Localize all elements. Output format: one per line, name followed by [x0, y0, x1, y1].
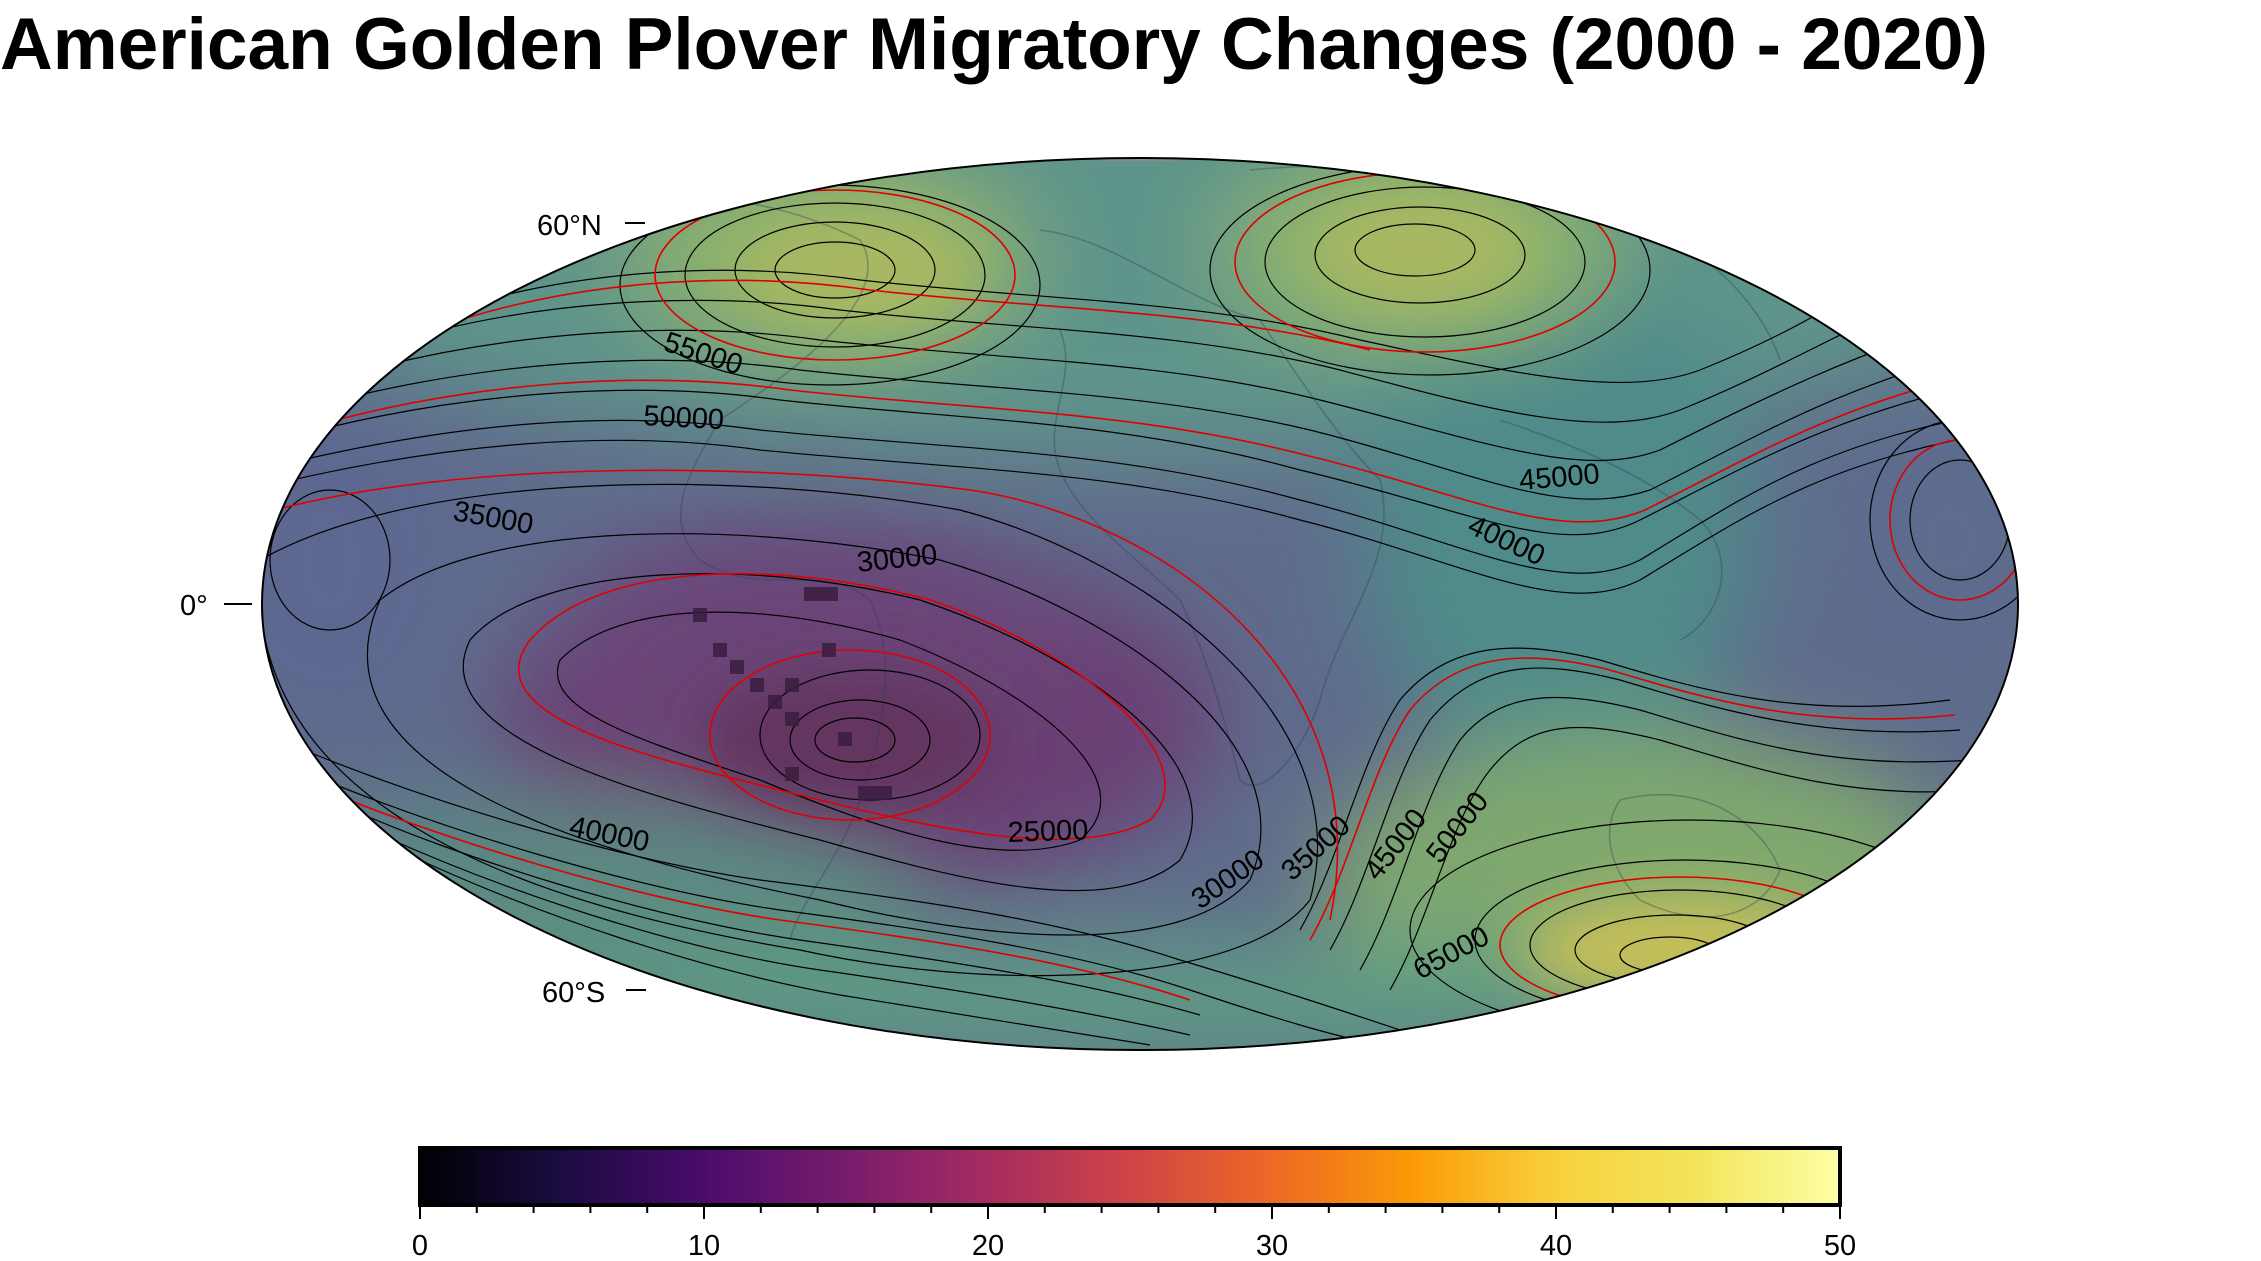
sighting-marker: [858, 786, 892, 800]
map-shading: [262, 158, 2018, 1050]
contour-major-lines: [262, 171, 2018, 1014]
lat-label-60s: 60°S: [542, 977, 605, 1009]
sighting-marker: [785, 678, 799, 692]
colorbar-tick-label: 0: [412, 1230, 428, 1261]
colorbar-tick-label: 30: [1256, 1230, 1288, 1261]
sighting-marker: [768, 695, 782, 709]
sighting-markers: [693, 587, 892, 800]
contour-label: 25000: [1007, 814, 1089, 849]
sighting-marker: [730, 660, 744, 674]
contour-label: 50000: [643, 400, 725, 436]
latitude-labels: 60°N 0° 60°S: [180, 210, 646, 1009]
colorbar-tick-label: 50: [1824, 1230, 1856, 1261]
contour-label: 45000: [1518, 458, 1601, 497]
map-title: American Golden Plover Migratory Changes…: [0, 4, 1988, 85]
colorbar-tick-label: 10: [688, 1230, 720, 1261]
colorbar-tick-label: 20: [972, 1230, 1004, 1261]
sighting-marker: [785, 767, 799, 781]
colorbar-gradient: [418, 1146, 1842, 1207]
sighting-marker: [822, 643, 836, 657]
lat-label-60n: 60°N: [537, 210, 602, 242]
colorbar: 0 10 20 30 40 50: [412, 1146, 1856, 1261]
sighting-marker: [785, 712, 799, 726]
colorbar-ticks: [419, 1205, 1841, 1219]
sighting-marker: [804, 587, 838, 601]
lat-label-0: 0°: [180, 590, 208, 622]
colorbar-tick-labels: 0 10 20 30 40 50: [412, 1230, 1856, 1261]
map-frame: [261, 157, 2019, 1051]
sighting-marker: [713, 643, 727, 657]
sighting-marker: [750, 678, 764, 692]
contour-lines: [262, 164, 2018, 1046]
sighting-marker: [693, 608, 707, 622]
colorbar-tick-label: 40: [1540, 1230, 1572, 1261]
sighting-marker: [838, 732, 852, 746]
